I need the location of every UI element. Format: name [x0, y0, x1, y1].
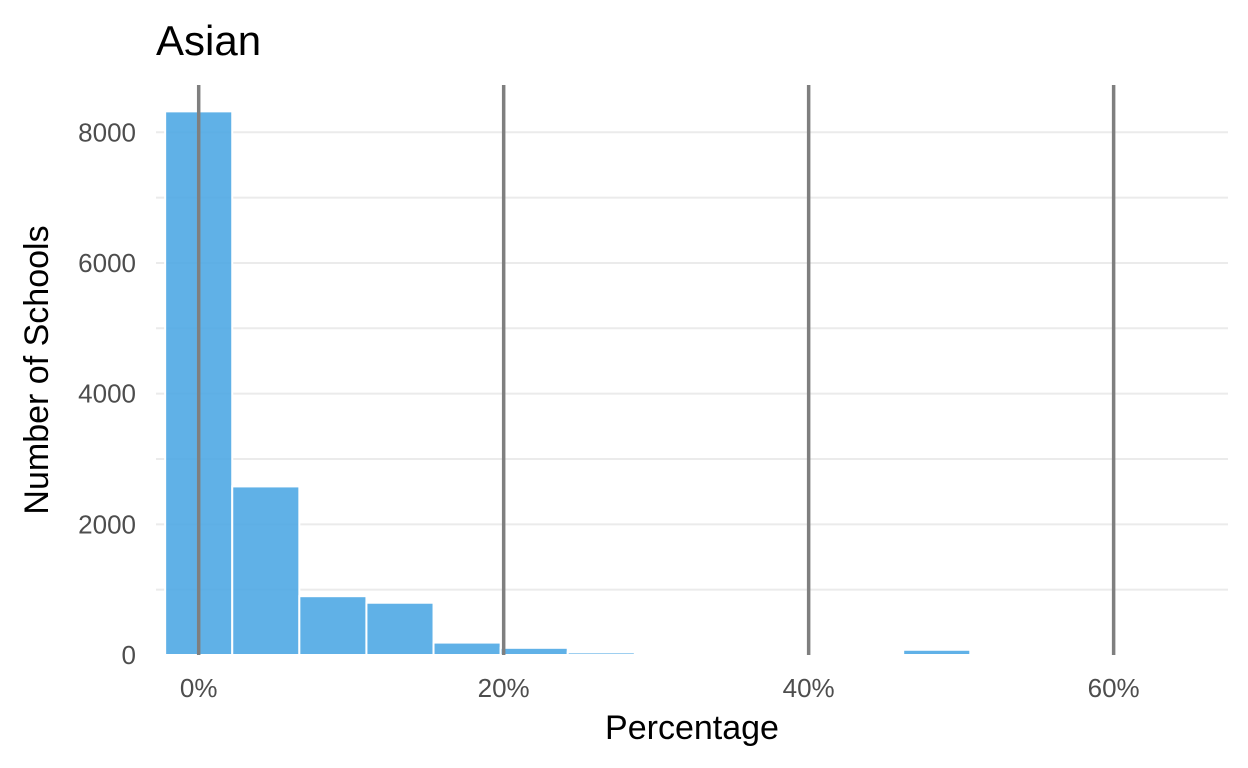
y-tick-label: 0: [122, 640, 136, 670]
histogram-bar: [566, 651, 636, 656]
histogram-bar: [231, 485, 301, 656]
histogram-bars: [164, 110, 972, 657]
x-tick-label: 20%: [478, 673, 530, 703]
y-tick-label: 8000: [78, 117, 136, 147]
y-tick-label: 2000: [78, 509, 136, 539]
histogram-bar: [902, 648, 972, 656]
y-axis-ticks: 0 2000 4000 6000 8000: [78, 117, 136, 670]
reference-lines: [196, 85, 1116, 655]
y-tick-label: 4000: [78, 379, 136, 409]
x-axis-title: Percentage: [605, 709, 779, 747]
x-axis-ticks: 0% 20% 40% 60%: [180, 673, 1140, 703]
histogram-bar: [365, 601, 435, 657]
histogram-bar: [499, 646, 569, 656]
histogram-bar: [298, 595, 368, 656]
histogram-bar: [432, 641, 502, 656]
x-tick-label: 40%: [783, 673, 835, 703]
chart-title: Asian: [156, 17, 261, 64]
x-tick-label: 60%: [1088, 673, 1140, 703]
x-tick-label: 0%: [180, 673, 218, 703]
y-axis-title: Number of Schools: [18, 225, 56, 514]
gridlines: [156, 131, 1228, 591]
y-tick-label: 6000: [78, 248, 136, 278]
